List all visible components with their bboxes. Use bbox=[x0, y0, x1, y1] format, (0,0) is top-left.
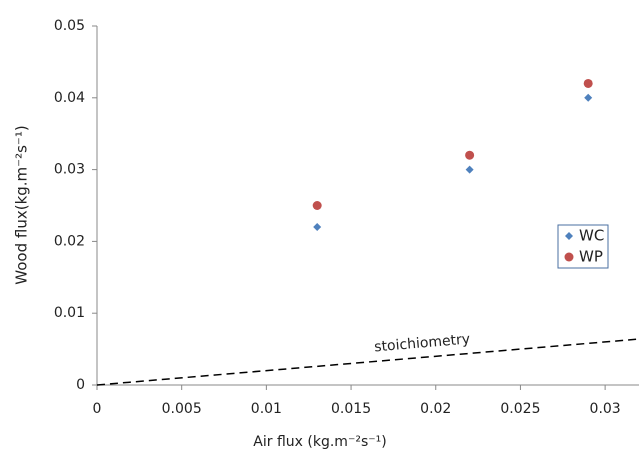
annotation: stoichiometry bbox=[374, 331, 471, 355]
legend bbox=[557, 224, 609, 269]
y-tick-label: 0.01 bbox=[54, 305, 85, 321]
point bbox=[312, 201, 322, 210]
y-tick-label: 0.05 bbox=[54, 18, 85, 34]
point bbox=[313, 223, 322, 232]
y-tick-label: 0.04 bbox=[54, 90, 85, 106]
y-tick-label: 0.03 bbox=[54, 162, 85, 178]
point bbox=[583, 78, 593, 88]
legend-label: WP bbox=[579, 248, 603, 266]
x-tick-label: 0 bbox=[93, 401, 102, 417]
point bbox=[465, 150, 475, 160]
y-tick-label: 0.02 bbox=[54, 233, 85, 249]
x-tick-label: 0.02 bbox=[420, 401, 451, 417]
x-tick-label: 0.005 bbox=[162, 401, 202, 417]
x-tick-label: 0.025 bbox=[500, 401, 540, 417]
x-tick-label: 0.01 bbox=[251, 401, 282, 417]
point bbox=[584, 93, 593, 102]
y-axis-label: Wood flux(kg.m⁻²s⁻¹) bbox=[13, 125, 31, 284]
legend-marker bbox=[565, 232, 573, 240]
point bbox=[465, 165, 474, 174]
x-axis-label: Air flux (kg.m⁻²s⁻¹) bbox=[253, 434, 386, 450]
legend-marker bbox=[564, 252, 574, 262]
x-tick-label: 0.015 bbox=[331, 401, 371, 417]
legend-label: WC bbox=[579, 227, 604, 245]
y-tick-label: 0 bbox=[76, 377, 85, 393]
reference-line bbox=[96, 338, 639, 386]
x-tick-label: 0.03 bbox=[590, 401, 621, 417]
